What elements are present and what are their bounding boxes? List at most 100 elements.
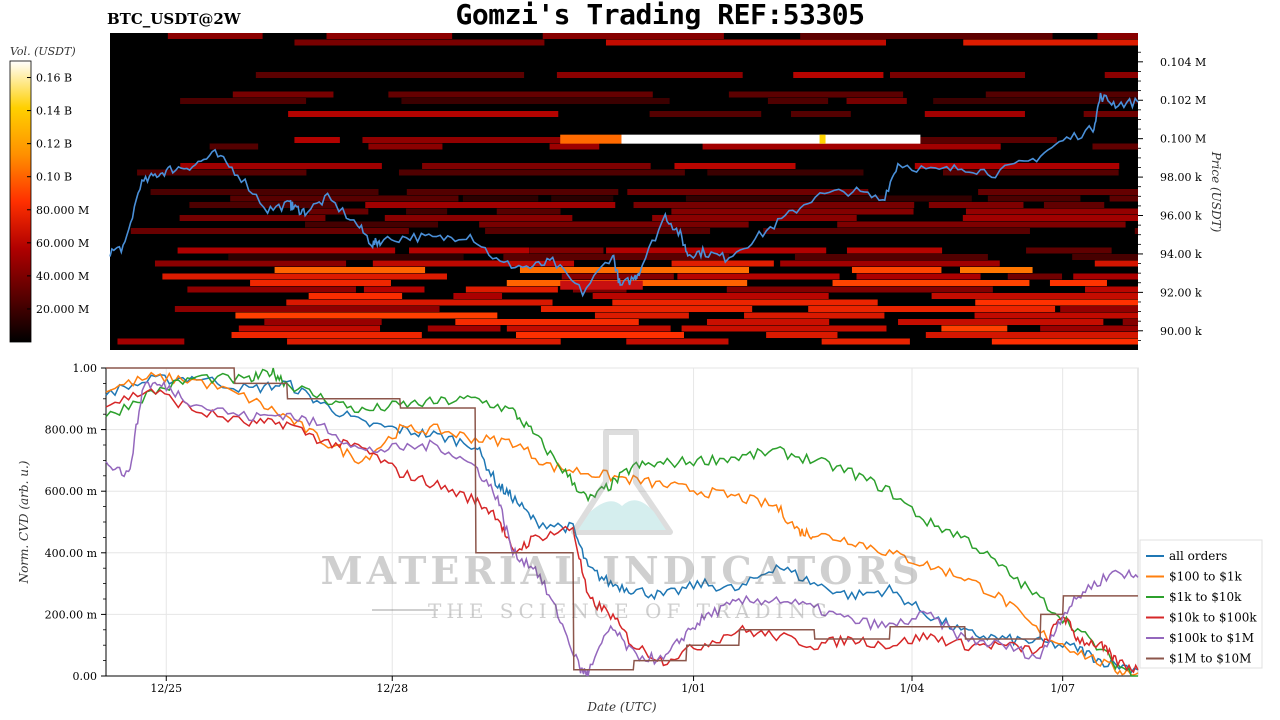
liquidity-cell — [515, 332, 685, 338]
liquidity-cell — [294, 137, 340, 143]
liquidity-cell — [794, 254, 988, 260]
pair-label: BTC_USDT@2W — [107, 10, 241, 28]
liquidity-cell — [851, 267, 942, 273]
liquidity-cell — [791, 111, 851, 117]
colorbar-ramp — [9, 60, 32, 343]
liquidity-cell — [808, 306, 1056, 312]
liquidity-cell — [1060, 306, 1138, 312]
liquidity-cell — [288, 111, 559, 117]
liquidity-cell — [677, 273, 840, 280]
liquidity-cell — [856, 273, 981, 280]
colorbar-tick-label: 80.000 M — [36, 204, 89, 217]
liquidity-cell — [150, 189, 379, 195]
colorbar-tick-label: 0.10 B — [36, 171, 72, 184]
liquidity-cell — [372, 260, 575, 267]
liquidity-cell — [1085, 286, 1138, 293]
liquidity-cell — [942, 169, 1119, 176]
liquidity-cell — [274, 267, 426, 273]
liquidity-cell — [931, 293, 1138, 299]
liquidity-cell — [978, 189, 1138, 195]
liquidity-cell — [519, 267, 750, 273]
price-tick-label: 90.00 k — [1160, 325, 1202, 338]
liquidity-cell — [409, 247, 530, 254]
cvd-y-tick-label: 1.00 — [73, 362, 98, 375]
liquidity-cell — [800, 33, 1053, 39]
liquidity-cell — [1122, 319, 1138, 325]
liquidity-cell — [255, 72, 525, 78]
liquidity-cell — [626, 338, 729, 345]
liquidity-cell — [174, 306, 440, 312]
liquidity-cell — [821, 338, 910, 345]
liquidity-cell — [837, 221, 1126, 228]
colorbar-tick-label: 60.000 M — [36, 237, 89, 250]
liquidity-cell — [606, 247, 827, 254]
liquidity-cell — [1094, 260, 1138, 267]
watermark-tagline: THE SCIENCE OF TRADING — [428, 599, 832, 623]
liquidity-cell — [506, 325, 671, 332]
colorbar-label: Vol. (USDT) — [10, 45, 76, 58]
colorbar-tick-label: 40.000 M — [36, 270, 89, 283]
liquidity-cell — [388, 91, 653, 98]
liquidity-cell — [767, 98, 829, 104]
price-tick-label: 0.100 M — [1160, 133, 1206, 146]
cvd-x-tick-label: 1/07 — [1050, 682, 1075, 695]
liquidity-band-max — [621, 134, 921, 144]
liquidity-cell — [1097, 33, 1138, 39]
cvd-y-tick-label: 200.00 m — [45, 608, 98, 621]
cvd-y-axis-label: Norm. CVD (arb. u.) — [17, 460, 31, 584]
liquidity-cell — [1043, 202, 1105, 208]
liquidity-cell — [846, 98, 907, 104]
liquidity-cell — [231, 332, 422, 338]
liquidity-cell — [933, 98, 1138, 104]
liquidity-cell — [924, 111, 1025, 117]
liquidity-cell — [180, 98, 307, 104]
liquidity-cell — [232, 91, 334, 98]
liquidity-cell — [485, 228, 711, 234]
liquidity-cell — [959, 267, 1033, 273]
liquidity-cell — [594, 312, 689, 319]
liquidity-cell — [529, 247, 604, 254]
price-tick-label: 0.104 M — [1160, 56, 1206, 69]
liquidity-cell — [1109, 195, 1138, 202]
price-tick-label: 0.102 M — [1160, 94, 1206, 107]
liquidity-cell — [238, 325, 381, 332]
price-tick-label: 92.00 k — [1160, 286, 1202, 299]
liquidity-cell — [154, 260, 347, 267]
legend-entry: $100k to $1M — [1169, 631, 1254, 645]
liquidity-cell — [627, 189, 869, 195]
liquidity-cell — [540, 306, 753, 312]
legend-box — [1139, 539, 1263, 669]
watermark-brand: MATERIAL INDICATORS — [321, 548, 924, 593]
liquidity-cell — [235, 312, 498, 319]
liquidity-cell — [462, 195, 539, 202]
liquidity-cell — [1104, 72, 1138, 78]
liquidity-band-hot — [560, 134, 622, 144]
liquidity-cell — [728, 91, 904, 98]
liquidity-cell — [556, 72, 743, 78]
liquidity-cell — [294, 39, 545, 46]
cvd-x-axis-label: Date (UTC) — [586, 700, 656, 714]
liquidity-cell — [117, 338, 185, 345]
liquidity-cell — [230, 195, 459, 202]
liquidity-cell — [914, 163, 1120, 169]
liquidity-cell — [870, 137, 1057, 143]
liquidity-cell — [542, 33, 724, 39]
liquidity-cell — [832, 280, 1030, 286]
liquidity-cell — [780, 260, 1000, 267]
cvd-plot-area — [105, 367, 1139, 677]
cvd-series-line — [105, 388, 1139, 674]
liquidity-cell — [187, 286, 356, 293]
cvd-series-line — [105, 371, 1139, 676]
legend-entry: $1k to $10k — [1169, 590, 1242, 604]
liquidity-cell — [422, 163, 651, 169]
liquidity-cell — [250, 280, 391, 286]
liquidity-cell — [674, 163, 796, 169]
liquidity-cell — [671, 208, 914, 215]
liquidity-cell — [965, 208, 1138, 215]
liquidity-cell — [308, 293, 403, 299]
liquidity-cell — [941, 325, 1008, 332]
liquidity-cell — [726, 286, 993, 293]
liquidity-cell — [479, 221, 749, 228]
liquidity-cell — [427, 325, 501, 332]
